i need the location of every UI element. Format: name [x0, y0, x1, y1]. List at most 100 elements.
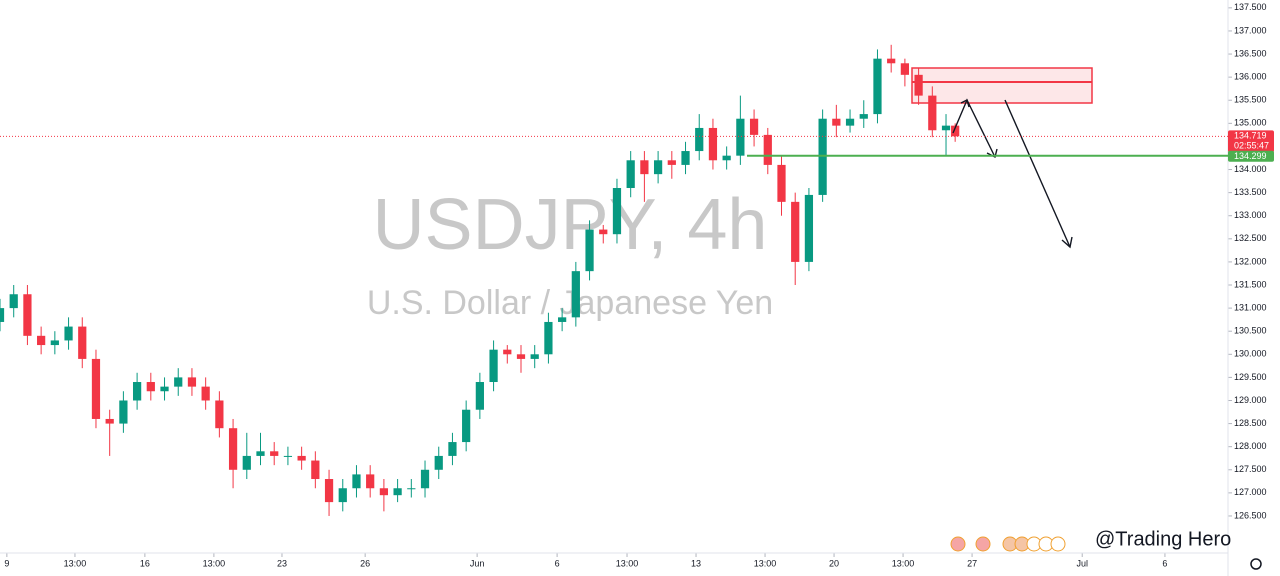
- candle-body: [352, 474, 361, 489]
- candle-body: [818, 118, 827, 195]
- y-tick-label: 135.500: [1234, 95, 1267, 105]
- candle-body: [695, 127, 704, 152]
- candle-body: [228, 428, 238, 470]
- x-tick-label: Jul: [1076, 558, 1088, 568]
- countdown-label: 02:55:47: [1234, 141, 1269, 151]
- candle-body: [763, 134, 772, 165]
- candle-body: [174, 377, 183, 387]
- candle-body: [571, 271, 580, 318]
- last-price-box: [1228, 130, 1274, 153]
- candle-body: [640, 160, 649, 175]
- candle-body: [0, 308, 5, 322]
- candle-body: [215, 400, 224, 429]
- candle-body: [900, 63, 910, 75]
- y-tick-label: 133.000: [1234, 210, 1267, 220]
- x-tick-label: 27: [967, 558, 977, 568]
- candle-body: [462, 409, 471, 443]
- candle-body: [64, 326, 73, 341]
- candle-body: [667, 160, 676, 165]
- settings-icon[interactable]: [1250, 558, 1262, 570]
- candle-body: [448, 442, 457, 456]
- candle-body: [160, 386, 169, 392]
- candle-body: [749, 118, 759, 135]
- x-tick-label: Jun: [470, 558, 485, 568]
- candle-body: [503, 349, 512, 355]
- candle-body: [420, 469, 430, 489]
- candle-body: [941, 125, 951, 131]
- candle-body: [722, 155, 731, 161]
- y-tick-label: 132.000: [1234, 256, 1267, 266]
- candle-body: [832, 118, 841, 126]
- candle-body: [105, 418, 114, 424]
- candle-body: [78, 326, 87, 359]
- x-tick-label: 20: [829, 558, 839, 568]
- y-tick-label: 131.500: [1234, 279, 1267, 289]
- candle-body: [887, 58, 896, 64]
- watermark-title: USDJPY, 4h: [373, 185, 768, 265]
- x-tick-label: 13:00: [64, 558, 87, 568]
- last-price-label: 134.719: [1234, 131, 1267, 141]
- y-tick-label: 132.500: [1234, 233, 1267, 243]
- candle-body: [951, 125, 960, 137]
- y-tick-label: 130.000: [1234, 349, 1267, 359]
- forecast-arrows: [952, 98, 1073, 249]
- candle-body: [407, 488, 416, 490]
- candle-body: [804, 194, 814, 262]
- y-tick-label: 129.500: [1234, 372, 1267, 382]
- candle-body: [544, 321, 553, 355]
- candle-body: [777, 164, 786, 202]
- candle-body: [119, 400, 128, 424]
- y-tick-label: 128.000: [1234, 441, 1267, 451]
- candle-body: [612, 188, 622, 235]
- candle-body: [393, 488, 402, 496]
- x-tick-label: 9: [4, 558, 9, 568]
- x-tick-label: 16: [140, 558, 150, 568]
- candle-body: [146, 382, 155, 392]
- x-tick-label: 13: [691, 558, 701, 568]
- y-tick-label: 137.500: [1234, 2, 1267, 12]
- candle-body: [475, 382, 484, 410]
- watermark-subtitle: U.S. Dollar / Japanese Yen: [367, 284, 773, 322]
- x-tick-label: 6: [555, 558, 560, 568]
- candle-body: [873, 58, 882, 115]
- y-tick-label: 126.500: [1234, 510, 1267, 520]
- y-tick-label: 135.000: [1234, 118, 1267, 128]
- x-tick-label: 13:00: [616, 558, 639, 568]
- support-label: 134.299: [1234, 151, 1267, 161]
- candle-body: [859, 114, 868, 119]
- candle-body: [270, 451, 279, 456]
- candle-body: [242, 455, 251, 470]
- x-tick-label: 13:00: [892, 558, 915, 568]
- candle-body: [366, 474, 375, 489]
- candle-body: [338, 488, 347, 503]
- x-tick-label: 23: [277, 558, 287, 568]
- y-tick-label: 137.000: [1234, 25, 1267, 35]
- candle-body: [653, 160, 663, 175]
- y-tick-label: 134.000: [1234, 164, 1267, 174]
- candle-body: [132, 382, 142, 401]
- candle-body: [50, 340, 59, 346]
- candle-body: [736, 118, 745, 156]
- candle-body: [626, 160, 635, 189]
- currency-icons: [950, 536, 1066, 552]
- candle-body: [516, 354, 526, 359]
- y-tick-label: 131.000: [1234, 302, 1267, 312]
- y-tick-label: 127.000: [1234, 487, 1267, 497]
- candle-body: [489, 349, 498, 383]
- x-tick-label: 13:00: [754, 558, 777, 568]
- candle-body: [256, 451, 265, 456]
- supply-zone: [911, 67, 1093, 104]
- candle-body: [311, 460, 320, 480]
- y-tick-label: 127.500: [1234, 464, 1267, 474]
- candle-body: [914, 74, 923, 96]
- logo-text: @Trading Hero: [1095, 528, 1231, 550]
- candle-body: [928, 95, 937, 131]
- y-tick-label: 136.500: [1234, 48, 1267, 58]
- candle-body: [530, 354, 539, 359]
- candle-body: [558, 317, 567, 322]
- y-tick-label: 136.000: [1234, 72, 1267, 82]
- support-box: [1228, 150, 1274, 162]
- candle-body: [37, 335, 46, 346]
- x-tick-label: 6: [1162, 558, 1167, 568]
